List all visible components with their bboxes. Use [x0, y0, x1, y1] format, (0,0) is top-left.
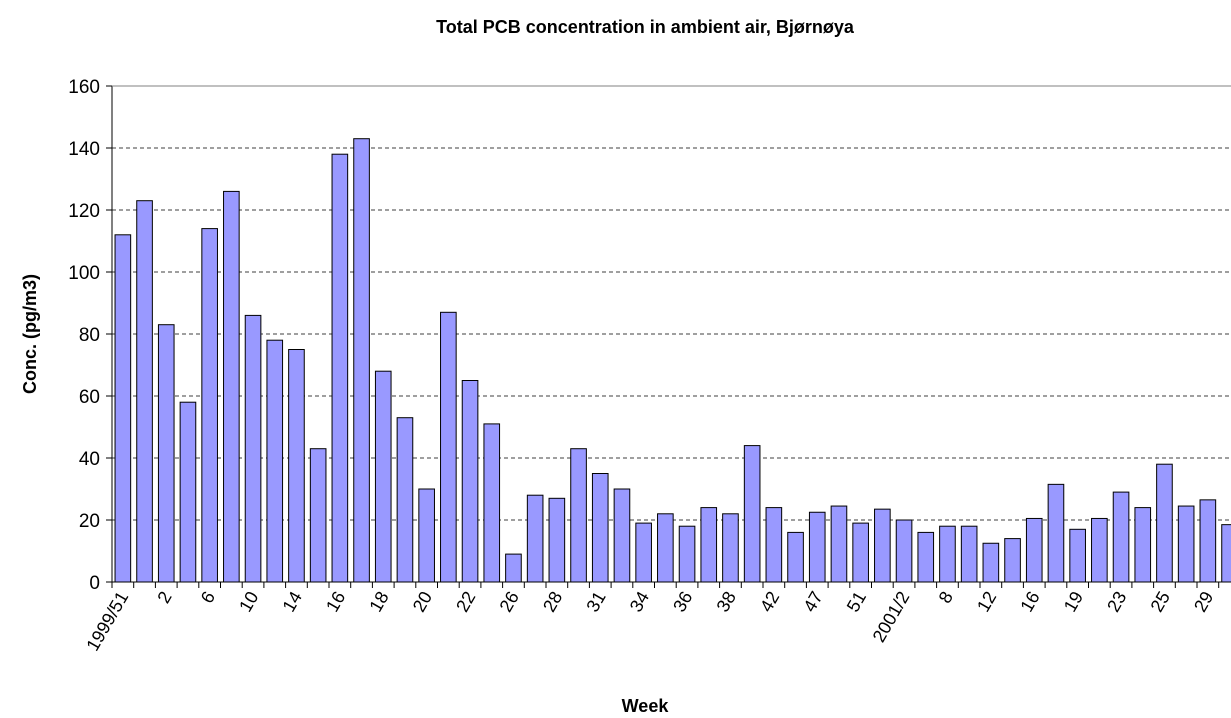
bar — [223, 190, 240, 583]
x-tick-label: 16 — [322, 588, 349, 615]
bar — [548, 497, 566, 583]
bar — [765, 507, 783, 583]
bar — [1091, 517, 1108, 583]
bar — [1156, 463, 1173, 583]
x-tick-label: 22 — [452, 588, 479, 615]
bar — [1004, 538, 1021, 583]
x-tick-label: 8 — [935, 588, 957, 607]
x-tick-label: 42 — [756, 588, 783, 615]
bar — [1112, 491, 1130, 583]
bar — [396, 417, 414, 583]
bar — [505, 553, 522, 583]
x-tick-label: 34 — [626, 588, 653, 615]
bar — [895, 519, 913, 583]
bar — [678, 525, 696, 583]
bar — [353, 138, 370, 583]
x-tick-label: 2 — [153, 588, 175, 607]
bar — [1047, 483, 1065, 583]
bar — [591, 473, 609, 583]
bar — [613, 488, 631, 583]
bar — [266, 339, 284, 583]
bar — [526, 494, 544, 583]
bar — [1134, 507, 1152, 583]
x-tick-label: 20 — [409, 588, 436, 615]
x-tick-label: 29 — [1190, 588, 1217, 615]
bar — [244, 314, 262, 583]
x-tick-label: 16 — [1016, 588, 1043, 615]
x-tick-label: 14 — [279, 588, 306, 615]
bar — [787, 531, 804, 583]
x-tick-label: 47 — [799, 588, 826, 615]
bar — [1025, 517, 1043, 583]
x-tick-label: 28 — [539, 588, 566, 615]
x-tick-label: 25 — [1147, 588, 1174, 615]
bar — [1221, 524, 1231, 583]
bar — [722, 513, 739, 583]
bar — [917, 531, 935, 583]
bar — [114, 234, 132, 583]
bar — [461, 380, 479, 583]
bar — [331, 153, 349, 583]
bar — [700, 507, 718, 583]
x-tick-label: 2001/2 — [869, 588, 914, 646]
bar — [483, 423, 501, 583]
x-tick-label: 51 — [843, 588, 870, 615]
bar — [852, 522, 869, 583]
bar — [374, 370, 392, 583]
bar — [743, 445, 761, 583]
x-tick-label: 23 — [1103, 588, 1130, 615]
x-tick-label: 12 — [973, 588, 1000, 615]
x-tick-label: 18 — [365, 588, 392, 615]
bar — [982, 542, 1000, 583]
bar — [418, 488, 435, 583]
x-tick-label: 1999/51 — [82, 588, 132, 654]
x-tick-label: 10 — [235, 588, 262, 615]
y-tick-label: 80 — [79, 325, 100, 346]
y-tick-label: 120 — [68, 201, 100, 222]
bar — [830, 505, 848, 583]
y-tick-label: 140 — [68, 139, 100, 160]
bar — [874, 508, 891, 583]
bar — [309, 448, 327, 583]
y-tick-label: 20 — [79, 511, 100, 532]
bar — [440, 311, 457, 583]
bar — [808, 511, 826, 583]
bar — [657, 513, 674, 583]
y-tick-label: 0 — [89, 573, 100, 594]
bar — [960, 525, 978, 583]
bar — [635, 522, 652, 583]
x-tick-label: 36 — [669, 588, 696, 615]
x-tick-label: 31 — [582, 588, 609, 615]
x-axis-label: Week — [622, 696, 670, 716]
x-tick-label: 38 — [713, 588, 740, 615]
y-tick-label: 60 — [79, 387, 100, 408]
bar — [288, 349, 305, 583]
y-tick-label: 40 — [79, 449, 100, 470]
bar — [1069, 528, 1086, 583]
x-tick-label: 26 — [496, 588, 523, 615]
x-tick-label: 6 — [197, 588, 219, 607]
y-tick-label: 160 — [68, 77, 100, 98]
chart-title: Total PCB concentration in ambient air, … — [436, 17, 855, 37]
bar — [136, 200, 153, 583]
y-tick-label: 100 — [68, 263, 100, 284]
bar — [1177, 505, 1195, 583]
bar — [570, 448, 587, 583]
x-tick-label: 19 — [1060, 588, 1087, 615]
bar — [201, 228, 218, 583]
y-axis-label: Conc. (pg/m3) — [20, 274, 40, 394]
bar — [157, 324, 175, 583]
bar — [1199, 499, 1217, 583]
bar — [179, 401, 197, 583]
bar — [939, 525, 956, 583]
